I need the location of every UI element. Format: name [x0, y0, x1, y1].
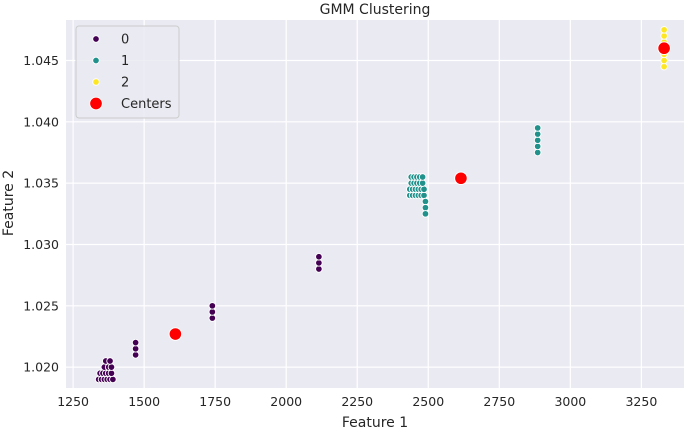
x-axis-ticks: 1250 1500 1750 2000 2250 2500 2750 3000 3250: [57, 394, 657, 409]
x-tick-label: 3000: [554, 394, 586, 409]
legend-marker-centers: [89, 96, 103, 111]
x-tick-label: 2500: [412, 394, 444, 409]
x-tick-label: 3250: [625, 394, 657, 409]
legend-marker-2: [92, 78, 100, 86]
legend-label: 0: [121, 33, 129, 48]
cluster-0-point: [315, 259, 323, 267]
center-point: [657, 41, 671, 56]
cluster-1-point: [533, 148, 542, 157]
cluster-0-point: [109, 375, 117, 384]
x-tick-label: 1250: [57, 394, 89, 409]
cluster-1-point: [420, 191, 428, 200]
center-point: [168, 327, 183, 341]
cluster-0-point: [208, 308, 217, 316]
cluster-1-point: [420, 185, 428, 194]
legend-box: [75, 25, 180, 119]
cluster-1-point: [533, 142, 542, 151]
cluster-2-point: [660, 62, 668, 71]
legend-marker-1: [92, 56, 100, 65]
cluster-0-point: [208, 302, 217, 310]
x-tick-label: 2750: [483, 394, 515, 409]
x-tick-label: 2000: [270, 394, 302, 409]
y-tick-label: 1.045: [23, 53, 59, 68]
x-tick-label: 1750: [199, 394, 231, 409]
cluster-1-point: [418, 173, 427, 181]
chart-title: GMM Clustering: [320, 2, 431, 18]
x-tick-label: 1500: [128, 394, 160, 409]
grid-lines: [66, 20, 684, 388]
cluster-0-point: [107, 369, 116, 378]
cluster-0-point: [131, 338, 140, 347]
cluster-1-point: [533, 124, 542, 132]
legend: 0 1 2 Centers: [75, 25, 180, 119]
cluster-1-point: [421, 210, 430, 218]
cluster-centers: [168, 41, 671, 341]
y-tick-label: 1.040: [23, 114, 59, 129]
cluster-0-point: [131, 344, 140, 353]
cluster-0-point: [208, 314, 217, 322]
center-point: [454, 171, 468, 186]
y-tick-label: 1.030: [23, 237, 59, 252]
cluster-1-point: [421, 197, 430, 206]
y-tick-label: 1.025: [23, 298, 59, 313]
cluster-0-point: [315, 265, 323, 273]
y-tick-label: 1.020: [23, 360, 59, 375]
legend-label: Centers: [121, 97, 172, 112]
legend-label: 2: [121, 76, 129, 91]
data-points: [94, 26, 668, 384]
y-tick-label: 1.035: [23, 176, 59, 191]
cluster-0-point: [131, 351, 140, 359]
legend-label: 1: [121, 54, 129, 69]
cluster-2-point: [660, 32, 668, 40]
cluster-1-point: [533, 130, 542, 138]
cluster-1-point: [533, 136, 542, 144]
cluster-1-point: [421, 203, 430, 212]
cluster-2-point: [660, 26, 668, 34]
y-axis-label: Feature 2: [1, 170, 17, 236]
x-axis-label: Feature 1: [342, 415, 408, 428]
legend-marker-0: [92, 35, 100, 43]
cluster-0-point: [106, 357, 114, 365]
cluster-2-point: [660, 56, 668, 65]
x-tick-label: 2250: [341, 394, 373, 409]
y-axis-ticks: 1.020 1.025 1.030 1.035 1.040 1.045: [23, 53, 59, 375]
cluster-0-point: [315, 252, 323, 261]
cluster-0-point: [107, 363, 116, 371]
cluster-1-point: [418, 179, 427, 187]
